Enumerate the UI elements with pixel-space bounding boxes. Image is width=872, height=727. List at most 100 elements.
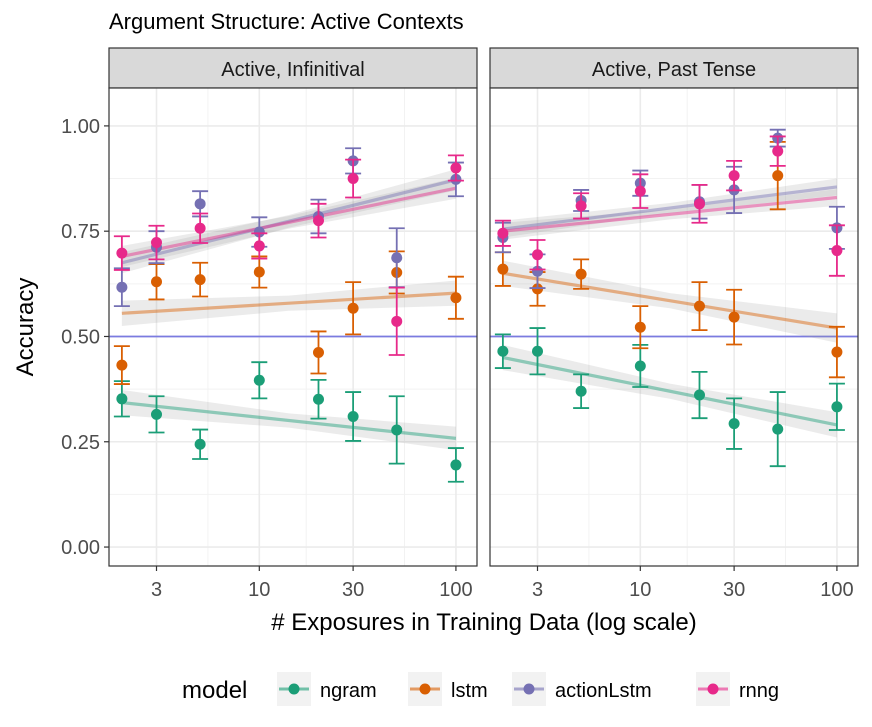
data-point-lstm (728, 311, 740, 323)
data-point-lstm (151, 276, 163, 288)
trend-line-actionLstm (502, 185, 838, 231)
data-point-lstm (194, 274, 206, 286)
trend-line-ngram (502, 355, 838, 427)
trend-line-rnng (502, 195, 838, 233)
data-point-ngram (728, 418, 740, 430)
data-point-rnng (634, 185, 646, 197)
facets: Active, Infinitival 3 10 30 100 0.00 0.25 0.50 0… (61, 47, 859, 601)
legend-item-lstm: lstm (408, 672, 488, 706)
legend-item-ngram: ngram (277, 672, 377, 706)
data-point-ngram (391, 424, 403, 436)
x-tick-label: 10 (248, 579, 270, 601)
facet-strip-label: Active, Infinitival (221, 59, 364, 81)
x-tick-label: 30 (342, 579, 364, 601)
trend-line-lstm (502, 271, 838, 330)
legend-item-rnng: rnng (696, 672, 779, 706)
confidence-band-lstm (502, 260, 837, 343)
data-point-lstm (634, 321, 646, 333)
data-point-lstm (497, 263, 509, 275)
legend-key-point (707, 683, 719, 695)
data-point-ngram (194, 438, 206, 450)
data-point-rnng (532, 249, 544, 261)
chart-title: Argument Structure: Active Contexts (109, 9, 464, 34)
facet-strip (108, 47, 478, 89)
data-point-rnng (693, 198, 705, 210)
facet-strip-label: Active, Past Tense (592, 59, 756, 81)
trend-line-lstm (121, 291, 457, 315)
panel-border (108, 87, 478, 567)
data-point-lstm (693, 300, 705, 312)
data-point-ngram (772, 423, 784, 435)
confidence-band-actionLstm (502, 178, 837, 238)
data-point-rnng (194, 222, 206, 234)
data-point-ngram (693, 389, 705, 401)
data-point-lstm (831, 346, 843, 358)
data-point-actionLstm (253, 226, 265, 238)
data-point-lstm (312, 346, 324, 358)
x-tick-label: 3 (532, 579, 543, 601)
data-point-actionLstm (391, 252, 403, 264)
data-point-ngram (116, 393, 128, 405)
series-lstm (113, 250, 464, 385)
data-point-rnng (347, 173, 359, 185)
data-point-ngram (347, 410, 359, 422)
data-point-rnng (391, 315, 403, 327)
confidence-band-rnng (502, 189, 837, 240)
data-point-ngram (450, 459, 462, 471)
x-tick-label: 100 (439, 579, 472, 601)
data-point-actionLstm (116, 281, 128, 293)
data-point-rnng (772, 145, 784, 157)
confidence-band-rnng (121, 177, 456, 267)
data-point-lstm (772, 170, 784, 182)
y-tick-label: 0.25 (61, 432, 100, 454)
legend-label: actionLstm (555, 680, 652, 702)
x-tick-label: 10 (629, 579, 651, 601)
data-point-lstm (450, 292, 462, 304)
legend-label: lstm (451, 680, 488, 702)
legend-key-point (523, 683, 535, 695)
x-tick-label: 100 (820, 579, 853, 601)
x-tick-label: 30 (723, 579, 745, 601)
data-point-ngram (312, 393, 324, 405)
panel-background (109, 88, 477, 566)
y-tick-label: 0.00 (61, 537, 100, 559)
legend-key-point (288, 683, 300, 695)
data-point-lstm (347, 302, 359, 314)
data-point-rnng (728, 170, 740, 182)
legend-key-point (419, 683, 431, 695)
legend-item-actionLstm: actionLstm (512, 672, 652, 706)
facet-strip (489, 47, 859, 89)
legend: model ngram lstm actionLstm rnng (182, 672, 779, 706)
x-tick-label: 3 (151, 579, 162, 601)
legend-label: ngram (320, 680, 377, 702)
data-point-lstm (253, 266, 265, 278)
data-point-ngram (497, 345, 509, 357)
data-point-rnng (116, 247, 128, 259)
series-ngram (494, 327, 845, 468)
series-ngram (113, 361, 464, 483)
y-tick-label: 0.50 (61, 326, 100, 348)
data-point-ngram (634, 360, 646, 372)
data-point-rnng (312, 215, 324, 227)
data-point-ngram (831, 401, 843, 413)
confidence-band-lstm (121, 280, 456, 326)
confidence-band-ngram (502, 344, 837, 438)
x-axis-title: # Exposures in Training Data (log scale) (271, 609, 697, 636)
panel-background (490, 88, 858, 566)
data-point-ngram (151, 408, 163, 420)
legend-label: rnng (739, 680, 779, 702)
panel-border (489, 87, 859, 567)
series-rnng (494, 135, 845, 277)
data-point-actionLstm (532, 265, 544, 277)
data-point-rnng (831, 245, 843, 257)
data-point-ngram (575, 385, 587, 397)
y-tick-label: 0.75 (61, 221, 100, 243)
data-point-lstm (116, 359, 128, 371)
series-rnng (113, 154, 464, 356)
data-point-lstm (575, 268, 587, 280)
data-point-rnng (575, 200, 587, 212)
y-axis-title: Accuracy (12, 278, 39, 377)
facet-panel-2: Active, Past Tense 3 10 30 100 (489, 47, 859, 601)
confidence-band-ngram (121, 389, 456, 451)
